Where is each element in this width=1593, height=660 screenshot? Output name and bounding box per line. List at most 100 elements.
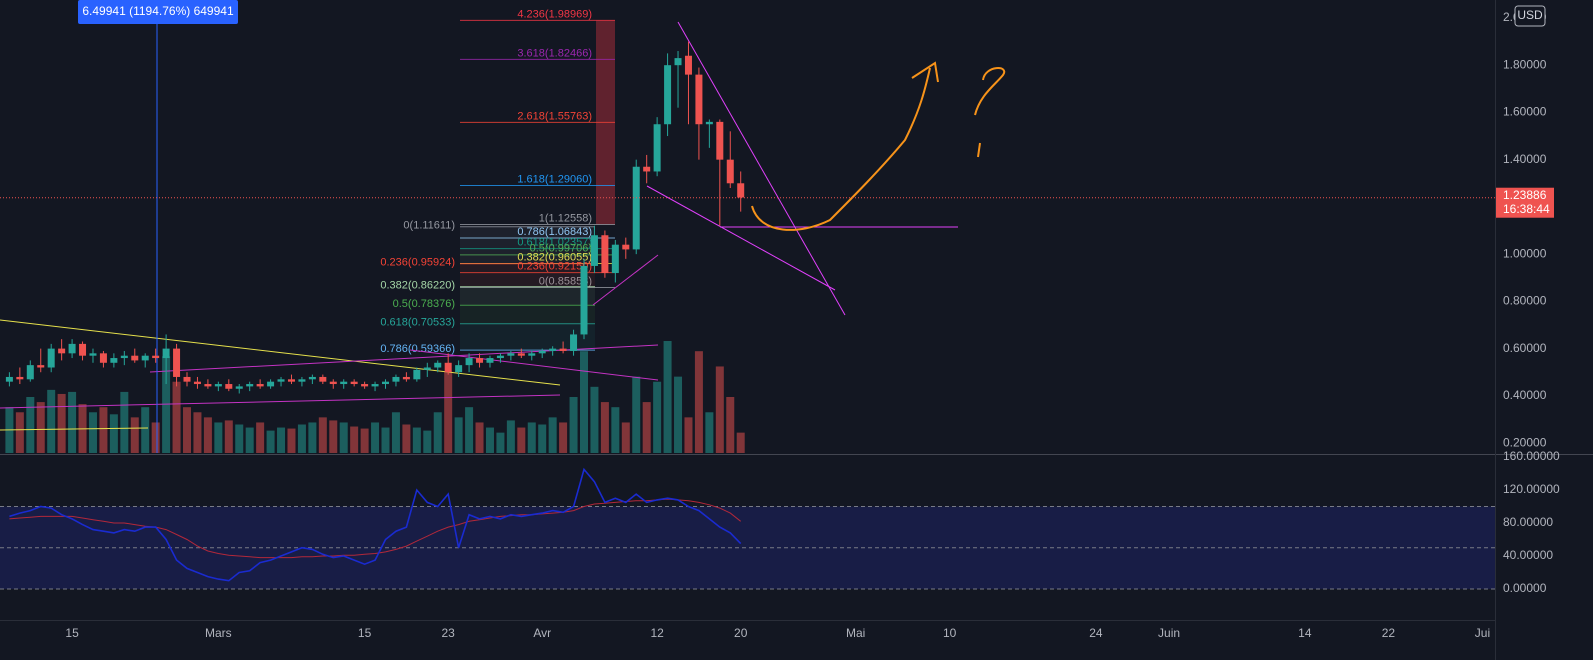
x-tick-label: 23 (442, 626, 456, 640)
fib-label: 3.618(1.82466) (517, 47, 592, 59)
volume-bar (88, 412, 97, 453)
candle-body (235, 386, 243, 389)
candle-body (559, 348, 567, 351)
candle-body (580, 265, 588, 335)
volume-bar (203, 417, 212, 453)
candle-body (79, 343, 87, 356)
volume-bar (548, 417, 557, 453)
candle-body (517, 353, 525, 356)
fib-label: 0.236(0.95924) (380, 257, 455, 269)
candle-body (287, 379, 295, 382)
fib-label: 0.786(1.06843) (517, 226, 592, 238)
currency-box[interactable] (1514, 5, 1546, 27)
tooltip-box (78, 0, 238, 24)
fib-label: 0.5(0.78376) (393, 298, 455, 310)
volume-bar (245, 427, 254, 453)
x-tick-label: Mai (846, 626, 865, 640)
volume-bar (130, 417, 139, 453)
candle-body (26, 365, 34, 380)
candle-body (402, 376, 410, 380)
y-tick-label: 0.20000 (1503, 435, 1547, 449)
candle-body (225, 384, 233, 389)
candle-body (214, 384, 222, 387)
candle-body (496, 355, 504, 359)
candle-body (601, 235, 609, 274)
volume-bar (402, 424, 411, 453)
candle-body (392, 376, 400, 382)
candle-body (173, 348, 181, 377)
volume-bar (297, 424, 306, 453)
y-tick-label: 0.60000 (1503, 341, 1547, 355)
candles (5, 41, 745, 394)
volume-bar (726, 397, 735, 453)
candle-body (350, 381, 358, 385)
candle-body (716, 121, 724, 160)
volume-bar (496, 432, 505, 453)
candle-body (267, 381, 275, 387)
candle-body (152, 355, 160, 359)
candle-body (413, 369, 421, 380)
volume-bar (235, 424, 244, 453)
y-tick-label: 160.00000 (1503, 449, 1560, 463)
volume-bar (360, 428, 369, 453)
y-tick-label: 1.00000 (1503, 246, 1547, 260)
candle-body (47, 348, 55, 368)
fib-label: 0.382(0.96055) (517, 251, 592, 263)
fib-tools: 4.236(1.98969) 3.618(1.82466) 2.618(1.5576… (380, 8, 615, 355)
volume-bar (287, 428, 296, 453)
candle-body (120, 355, 128, 359)
x-tick-label: 14 (1298, 626, 1312, 640)
fib-label: 0(1.11611) (403, 220, 455, 232)
candle-body (622, 244, 630, 250)
candle-body (162, 348, 170, 359)
drawing-arrow (751, 61, 939, 231)
x-tick-label: Jui (1475, 626, 1490, 640)
candle-body (486, 358, 494, 363)
volume-bar (151, 422, 160, 453)
volume-bar (412, 427, 421, 453)
last-price-box (1496, 187, 1554, 218)
candle-body (590, 235, 598, 266)
trend-line (0, 394, 561, 409)
trend-line (409, 349, 659, 381)
trend-line (0, 427, 149, 431)
axes: 15 Mars 15 23 Avr 12 20 Mai 10 24 Juin 14 22 Jui 0.200… (0, 10, 1560, 640)
volume-bar (454, 417, 463, 453)
x-tick-label: 24 (1089, 626, 1103, 640)
volume-bar (506, 420, 515, 453)
candle-body (298, 379, 306, 382)
fib-label: 0.382(0.86220) (380, 280, 455, 292)
volume-bar (663, 341, 672, 453)
volume-bar (15, 412, 24, 453)
fib-label: 0.786(0.59366) (380, 343, 455, 355)
volume-bar (694, 351, 703, 453)
volume-bar (172, 381, 181, 453)
candle-body (16, 376, 24, 380)
candle-body (277, 379, 285, 382)
volume-bar (433, 412, 442, 453)
candle-body (643, 166, 651, 172)
volume-bar (183, 407, 192, 453)
volume-bar (350, 426, 359, 453)
indicator-band (0, 506, 1495, 589)
currency[interactable]: USD (1517, 8, 1543, 22)
fib-label: 0.618(0.70533) (380, 317, 455, 329)
volume-bar (569, 397, 578, 453)
candle-body (308, 376, 316, 380)
volume-bar (423, 430, 432, 453)
candle-body (705, 121, 713, 125)
volume-bar (621, 422, 630, 453)
fib-label: 0(0.85853) (539, 275, 592, 287)
candle-body (528, 353, 536, 356)
volume-bar (485, 427, 494, 453)
candle-body (737, 183, 745, 198)
candle-body (674, 58, 682, 66)
volume-bar (517, 427, 526, 453)
volume-bar (308, 422, 317, 453)
trend-line (677, 21, 846, 316)
candle-body (455, 365, 463, 373)
volume-bar (705, 412, 714, 453)
volume-bar (318, 417, 327, 453)
